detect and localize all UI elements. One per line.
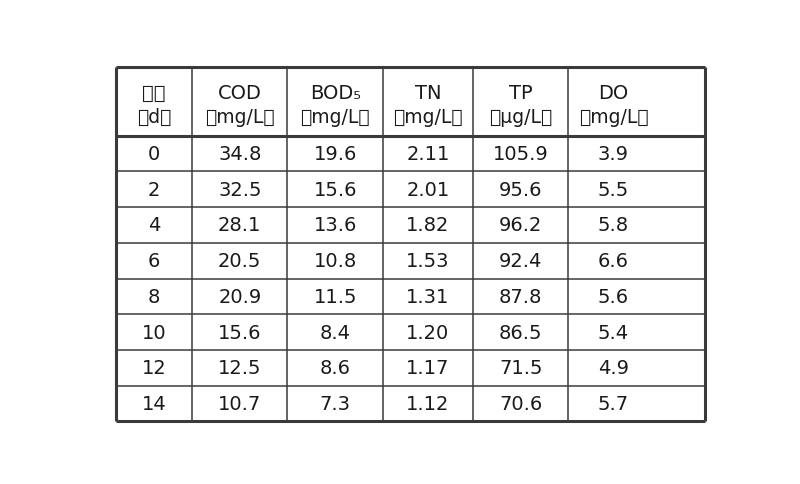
Text: （μg/L）: （μg/L） [489, 107, 552, 127]
Text: 时间: 时间 [142, 84, 166, 103]
Text: 71.5: 71.5 [499, 359, 542, 378]
Text: 1.82: 1.82 [406, 216, 450, 235]
Text: 15.6: 15.6 [218, 323, 262, 342]
Text: 6.6: 6.6 [598, 252, 629, 271]
Text: 11.5: 11.5 [314, 287, 357, 306]
Text: 15.6: 15.6 [314, 181, 357, 199]
Text: 12: 12 [142, 359, 166, 378]
Text: （d）: （d） [137, 107, 171, 127]
Text: 1.53: 1.53 [406, 252, 450, 271]
Text: TP: TP [509, 84, 533, 103]
Text: 20.5: 20.5 [218, 252, 262, 271]
Text: 2: 2 [147, 181, 160, 199]
Text: 1.31: 1.31 [406, 287, 450, 306]
Text: 7.3: 7.3 [320, 394, 350, 413]
Text: 1.20: 1.20 [406, 323, 450, 342]
Text: 0: 0 [148, 145, 160, 164]
Text: 3.9: 3.9 [598, 145, 629, 164]
Text: 105.9: 105.9 [493, 145, 549, 164]
Text: 4: 4 [147, 216, 160, 235]
Text: 6: 6 [147, 252, 160, 271]
Text: （mg/L）: （mg/L） [393, 107, 462, 127]
Text: 2.11: 2.11 [406, 145, 450, 164]
Text: （mg/L）: （mg/L） [300, 107, 370, 127]
Text: 5.6: 5.6 [598, 287, 629, 306]
Text: 28.1: 28.1 [218, 216, 262, 235]
Text: 1.17: 1.17 [406, 359, 450, 378]
Text: 5.8: 5.8 [598, 216, 629, 235]
Text: 8: 8 [147, 287, 160, 306]
Text: 5.5: 5.5 [598, 181, 629, 199]
Text: 1.12: 1.12 [406, 394, 450, 413]
Text: 10.8: 10.8 [314, 252, 357, 271]
Text: 5.7: 5.7 [598, 394, 629, 413]
Text: 32.5: 32.5 [218, 181, 262, 199]
Text: 2.01: 2.01 [406, 181, 450, 199]
Text: TN: TN [414, 84, 442, 103]
Text: 87.8: 87.8 [499, 287, 542, 306]
Text: 10.7: 10.7 [218, 394, 262, 413]
Text: COD: COD [218, 84, 262, 103]
Text: 86.5: 86.5 [499, 323, 542, 342]
Text: 13.6: 13.6 [314, 216, 357, 235]
Text: 10: 10 [142, 323, 166, 342]
Text: 92.4: 92.4 [499, 252, 542, 271]
Text: 20.9: 20.9 [218, 287, 262, 306]
Text: 8.4: 8.4 [320, 323, 350, 342]
Text: BOD₅: BOD₅ [310, 84, 361, 103]
Text: 14: 14 [142, 394, 166, 413]
Text: （mg/L）: （mg/L） [205, 107, 274, 127]
Text: 19.6: 19.6 [314, 145, 357, 164]
Text: 4.9: 4.9 [598, 359, 629, 378]
Text: （mg/L）: （mg/L） [578, 107, 648, 127]
Text: 8.6: 8.6 [320, 359, 350, 378]
Text: DO: DO [598, 84, 629, 103]
Text: 34.8: 34.8 [218, 145, 262, 164]
Text: 12.5: 12.5 [218, 359, 262, 378]
Text: 95.6: 95.6 [499, 181, 542, 199]
Text: 5.4: 5.4 [598, 323, 629, 342]
Text: 96.2: 96.2 [499, 216, 542, 235]
Text: 70.6: 70.6 [499, 394, 542, 413]
